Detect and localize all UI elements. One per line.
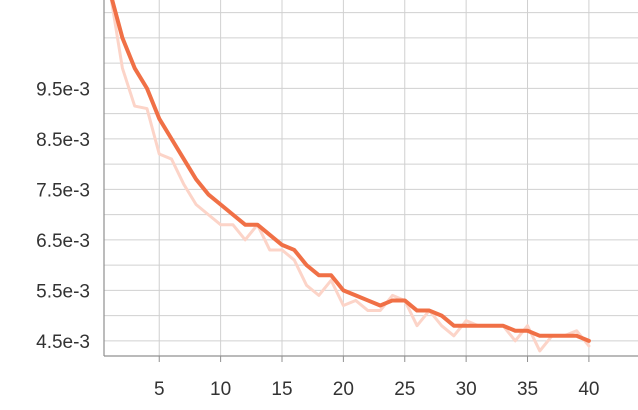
x-tick-label: 25 — [394, 379, 415, 400]
y-tick-label: 8.5e-3 — [36, 130, 90, 151]
tick-label-layer: 5 10 15 20 25 30 35 40 4.5e-3 5.5e-3 6.5e-3 7.5e-3 8… — [36, 79, 599, 400]
y-tick-label: 4.5e-3 — [36, 332, 90, 353]
raw-series-line — [109, 0, 591, 353]
x-tick-label: 15 — [271, 379, 292, 400]
grid-layer — [104, 0, 638, 356]
x-tick-label: 10 — [210, 379, 231, 400]
y-tick-label: 5.5e-3 — [36, 281, 90, 302]
x-tick-label: 30 — [456, 379, 477, 400]
y-tick-label: 6.5e-3 — [36, 231, 90, 252]
smoothed-series-line — [110, 0, 591, 343]
x-tick-label: 20 — [333, 379, 354, 400]
y-tick-label: 9.5e-3 — [36, 79, 90, 100]
x-tick-label: 5 — [154, 379, 165, 400]
series-layer — [109, 0, 591, 353]
y-tick-label: 7.5e-3 — [36, 180, 90, 201]
axis-layer — [103, 0, 638, 362]
x-tick-label: 40 — [578, 379, 599, 400]
x-tick-label: 35 — [517, 379, 538, 400]
